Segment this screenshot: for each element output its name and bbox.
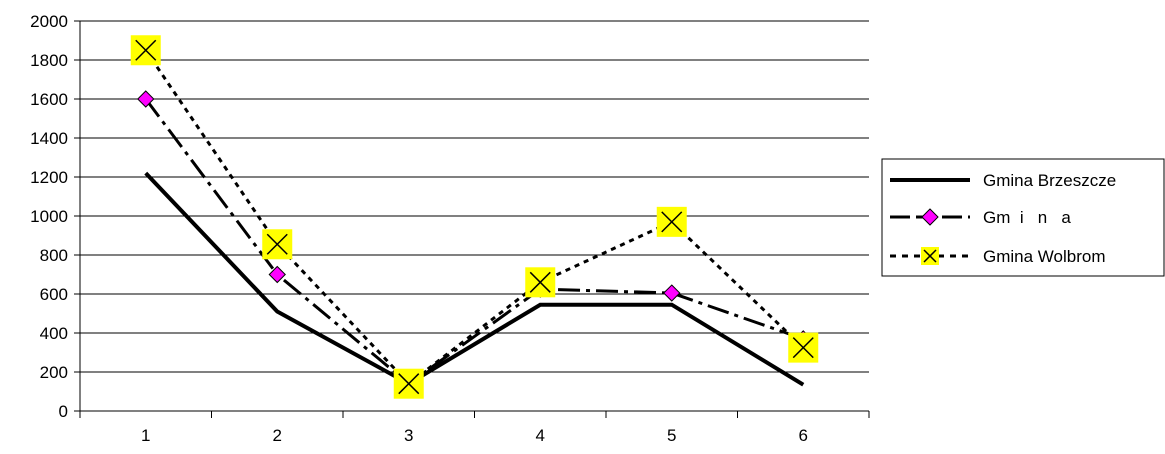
data-point-marker [137, 90, 155, 108]
x-tick-label: 2 [273, 426, 282, 445]
y-tick-label: 800 [40, 246, 68, 265]
y-tick-label: 1200 [30, 168, 68, 187]
data-point-marker [130, 35, 161, 66]
data-point-marker [393, 368, 424, 399]
legend: Gmina Brzeszcze Gm i n a Gmina Wolbrom [881, 158, 1165, 277]
x-tick-labels: 1 2 3 4 5 6 [141, 426, 808, 445]
legend-marker [921, 247, 939, 265]
y-tick-label: 400 [40, 324, 68, 343]
legend-label: Gm i n a [983, 208, 1071, 227]
x-tick-label: 6 [799, 426, 808, 445]
data-point-marker [262, 229, 293, 260]
x-tick-label: 1 [141, 426, 150, 445]
series-line [144, 98, 804, 386]
gridlines [80, 20, 869, 373]
legend-marker [921, 208, 939, 226]
data-point-marker [525, 267, 556, 298]
plot-series [130, 35, 819, 399]
data-point-marker [656, 206, 687, 237]
y-tick-label: 200 [40, 363, 68, 382]
data-point-marker [268, 265, 286, 284]
x-tick-label: 4 [536, 426, 545, 445]
data-point-marker [663, 284, 681, 302]
y-tick-label: 0 [59, 402, 68, 421]
y-tick-label: 1400 [30, 129, 68, 148]
y-tick-label: 1800 [30, 51, 68, 70]
y-tick-label: 2000 [30, 12, 68, 31]
x-tick-label: 3 [404, 426, 413, 445]
y-tick-label: 600 [40, 285, 68, 304]
legend-label: Gmina Wolbrom [983, 247, 1106, 266]
series-line [144, 49, 805, 386]
x-tick-label: 5 [667, 426, 676, 445]
data-point-marker [788, 332, 819, 363]
y-tick-labels: 0 200 400 600 800 1000 1200 1400 1600 1800 2000 [30, 12, 68, 421]
axes [74, 20, 870, 418]
series-line [144, 171, 805, 387]
y-tick-label: 1000 [30, 207, 68, 226]
y-tick-label: 1600 [30, 90, 68, 109]
legend-label: Gmina Brzeszcze [983, 171, 1116, 190]
